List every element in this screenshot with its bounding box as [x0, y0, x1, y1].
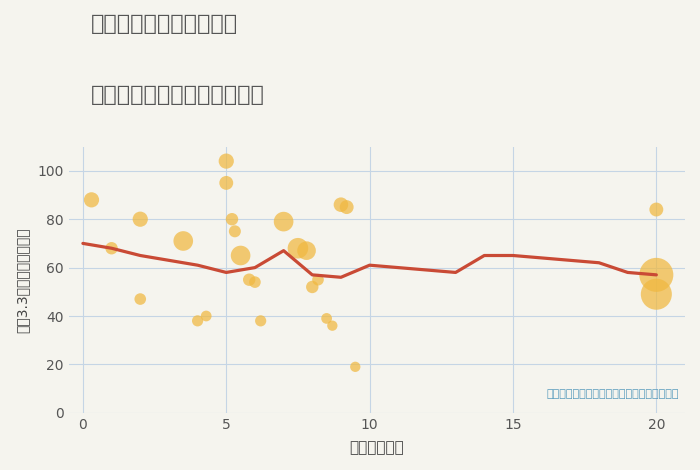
Point: [86, 196, 97, 204]
Text: 円の大きさは、取引のあった物件面積を示す: 円の大きさは、取引のあった物件面積を示す: [546, 390, 679, 400]
Point: [327, 322, 338, 329]
Point: [278, 218, 289, 226]
Point: [651, 206, 662, 213]
Point: [255, 317, 266, 325]
Text: 駅距離別中古マンション価格: 駅距離別中古マンション価格: [91, 85, 265, 105]
Point: [301, 247, 312, 254]
Point: [220, 179, 232, 187]
Point: [106, 244, 117, 252]
X-axis label: 駅距離（分）: 駅距離（分）: [349, 440, 404, 455]
Point: [651, 271, 662, 279]
Point: [226, 215, 237, 223]
Point: [293, 244, 304, 252]
Point: [312, 276, 323, 283]
Point: [350, 363, 361, 370]
Point: [230, 227, 241, 235]
Point: [335, 201, 346, 208]
Point: [244, 276, 255, 283]
Point: [307, 283, 318, 291]
Point: [201, 312, 212, 320]
Point: [235, 252, 246, 259]
Point: [341, 204, 352, 211]
Point: [249, 278, 260, 286]
Point: [134, 215, 146, 223]
Point: [178, 237, 189, 245]
Point: [134, 295, 146, 303]
Text: 三重県松阪市外五曲町の: 三重県松阪市外五曲町の: [91, 14, 238, 34]
Point: [220, 157, 232, 165]
Y-axis label: 平（3.3㎡）単価（万円）: 平（3.3㎡）単価（万円）: [15, 227, 29, 332]
Point: [192, 317, 203, 325]
Point: [321, 314, 332, 322]
Point: [651, 290, 662, 298]
